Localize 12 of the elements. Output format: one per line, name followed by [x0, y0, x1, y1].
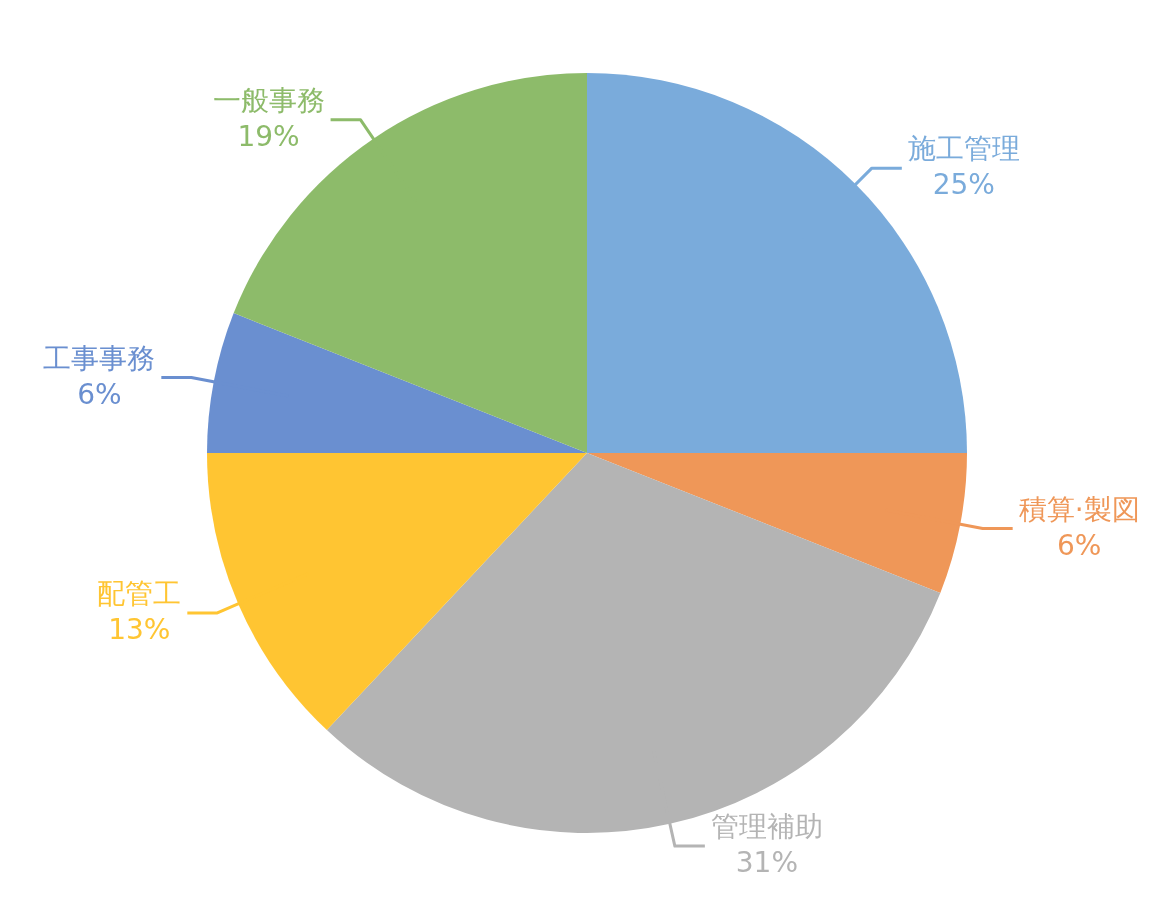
data-label: 19%	[237, 120, 300, 154]
data-label: 31%	[735, 846, 798, 880]
data-label: 6%	[77, 377, 122, 411]
data-label: 6%	[1056, 528, 1102, 562]
slice-label: 配管工	[97, 577, 182, 611]
data-label: 25%	[932, 168, 995, 202]
slice-label: 工事事務	[43, 341, 156, 375]
slice-label: 積算·製図	[1018, 492, 1140, 526]
slice-label: 施工管理	[907, 132, 1020, 166]
data-label: 13%	[108, 613, 171, 647]
slice-label: 管理補助	[710, 810, 823, 844]
slice-label: 一般事務	[212, 84, 325, 118]
